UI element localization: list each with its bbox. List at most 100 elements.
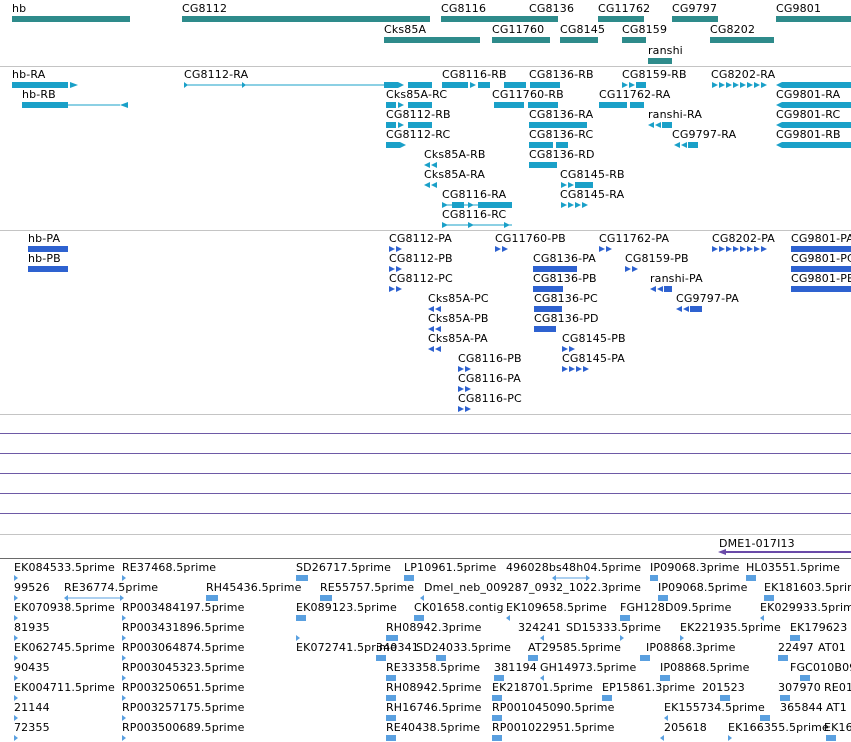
- est-feature[interactable]: [376, 655, 386, 661]
- transcript-label[interactable]: CG9801-RB: [776, 128, 841, 141]
- protein-label[interactable]: CG9801-PC: [791, 252, 851, 265]
- est-feature[interactable]: [14, 735, 18, 741]
- gene-label[interactable]: CG9801: [776, 2, 822, 15]
- protein-label[interactable]: CG8202-PA: [712, 232, 775, 245]
- est-feature[interactable]: [728, 735, 732, 741]
- protein-label[interactable]: CG8136-PC: [534, 292, 598, 305]
- transcript-feature[interactable]: [561, 202, 588, 208]
- transcript-label[interactable]: Cks85A-RB: [424, 148, 486, 161]
- contig-label[interactable]: DME1-017I13: [719, 537, 795, 550]
- est-label[interactable]: RP003064874.5prime: [122, 641, 245, 654]
- est-label[interactable]: RP003431896.5prime: [122, 621, 245, 634]
- transcript-feature[interactable]: [712, 82, 767, 88]
- transcript-feature[interactable]: [529, 142, 568, 148]
- transcript-feature[interactable]: [442, 82, 490, 88]
- est-feature[interactable]: [506, 615, 510, 621]
- est-feature[interactable]: [494, 675, 504, 681]
- transcript-label[interactable]: CG8112-RB: [386, 108, 451, 121]
- gene-feature[interactable]: [441, 16, 529, 22]
- est-feature[interactable]: [386, 635, 398, 641]
- transcript-feature[interactable]: [386, 122, 432, 128]
- est-feature[interactable]: [746, 575, 756, 581]
- gene-feature[interactable]: [598, 16, 644, 22]
- est-label[interactable]: EK155734.5prime: [664, 701, 765, 714]
- gene-label[interactable]: CG8112: [182, 2, 228, 15]
- est-label[interactable]: IP09068.5prime: [658, 581, 748, 594]
- transcript-label[interactable]: Cks85A-RC: [386, 88, 448, 101]
- est-label[interactable]: RP001045090.5prime: [492, 701, 615, 714]
- protein-label[interactable]: CG8145-PA: [562, 352, 625, 365]
- gene-label[interactable]: CG8116: [441, 2, 487, 15]
- est-feature[interactable]: [14, 695, 18, 701]
- est-label[interactable]: EK221935.5prime: [680, 621, 781, 634]
- est-label[interactable]: 340341: [376, 641, 419, 654]
- est-label[interactable]: Dmel_neb_009287_0932_1022.3prime: [424, 581, 642, 594]
- est-label[interactable]: IP08868.3prime: [646, 641, 736, 654]
- est-label[interactable]: EK166355.5prime: [728, 721, 829, 734]
- est-feature[interactable]: [660, 675, 670, 681]
- est-label[interactable]: FGC010B09.: [790, 661, 851, 674]
- gene-label[interactable]: CG8202: [710, 23, 756, 36]
- est-label[interactable]: RP003250651.5prime: [122, 681, 245, 694]
- protein-feature[interactable]: [28, 246, 68, 252]
- est-label[interactable]: RE36774.5prime: [64, 581, 159, 594]
- est-feature[interactable]: [320, 595, 332, 601]
- protein-label[interactable]: hb-PB: [28, 252, 61, 265]
- gene-label[interactable]: CG8136: [529, 2, 575, 15]
- protein-label[interactable]: CG8116-PB: [458, 352, 522, 365]
- gene-feature[interactable]: [492, 37, 550, 43]
- protein-label[interactable]: CG8159-PB: [625, 252, 689, 265]
- est-feature[interactable]: [14, 675, 18, 681]
- contig-feature[interactable]: [718, 549, 851, 555]
- est-label[interactable]: 21144: [14, 701, 50, 714]
- est-label[interactable]: IP09068.3prime: [650, 561, 740, 574]
- est-feature[interactable]: [122, 735, 126, 741]
- est-label[interactable]: 201523: [702, 681, 745, 694]
- est-label[interactable]: AT29585.5prime: [528, 641, 622, 654]
- est-label[interactable]: EP15861.3prime: [602, 681, 696, 694]
- protein-feature[interactable]: [28, 266, 68, 272]
- protein-label[interactable]: Cks85A-PA: [428, 332, 488, 345]
- protein-feature[interactable]: [428, 306, 441, 312]
- protein-label[interactable]: CG8145-PB: [562, 332, 626, 345]
- gene-label[interactable]: CG8145: [560, 23, 606, 36]
- transcript-label[interactable]: CG8136-RA: [529, 108, 594, 121]
- est-feature[interactable]: [552, 575, 590, 581]
- protein-feature[interactable]: [676, 306, 702, 312]
- est-label[interactable]: EK072741.5prime: [296, 641, 397, 654]
- est-label[interactable]: HL03551.5prime: [746, 561, 841, 574]
- gene-label[interactable]: Cks85A: [384, 23, 427, 36]
- est-feature[interactable]: [760, 615, 764, 621]
- est-feature[interactable]: [760, 715, 770, 721]
- protein-feature[interactable]: [625, 266, 638, 272]
- est-feature[interactable]: [206, 595, 218, 601]
- est-feature[interactable]: [296, 575, 308, 581]
- protein-feature[interactable]: [791, 286, 851, 292]
- est-label[interactable]: AT1: [826, 701, 847, 714]
- protein-feature[interactable]: [458, 386, 471, 392]
- protein-label[interactable]: CG8116-PC: [458, 392, 522, 405]
- protein-label[interactable]: CG8136-PD: [534, 312, 599, 325]
- est-feature[interactable]: [790, 635, 800, 641]
- protein-feature[interactable]: [428, 326, 441, 332]
- gene-label[interactable]: CG8159: [622, 23, 668, 36]
- protein-feature[interactable]: [389, 246, 402, 252]
- est-feature[interactable]: [660, 735, 664, 741]
- protein-feature[interactable]: [712, 246, 767, 252]
- est-label[interactable]: IP08868.5prime: [660, 661, 750, 674]
- transcript-label[interactable]: Cks85A-RA: [424, 168, 486, 181]
- est-label[interactable]: SD15333.5prime: [566, 621, 662, 634]
- est-label[interactable]: EK062745.5prime: [14, 641, 115, 654]
- transcript-feature[interactable]: [386, 102, 432, 108]
- est-label[interactable]: 496028bs48h04.5prime: [506, 561, 642, 574]
- est-feature[interactable]: [680, 635, 684, 641]
- est-feature[interactable]: [122, 655, 126, 661]
- est-feature[interactable]: [540, 675, 544, 681]
- est-feature[interactable]: [436, 655, 446, 661]
- est-label[interactable]: EK166: [824, 721, 851, 734]
- est-label[interactable]: EK084533.5prime: [14, 561, 115, 574]
- est-feature[interactable]: [122, 695, 126, 701]
- transcript-feature[interactable]: [12, 82, 78, 88]
- transcript-label[interactable]: CG8136-RD: [529, 148, 595, 161]
- transcript-label[interactable]: CG9801-RC: [776, 108, 841, 121]
